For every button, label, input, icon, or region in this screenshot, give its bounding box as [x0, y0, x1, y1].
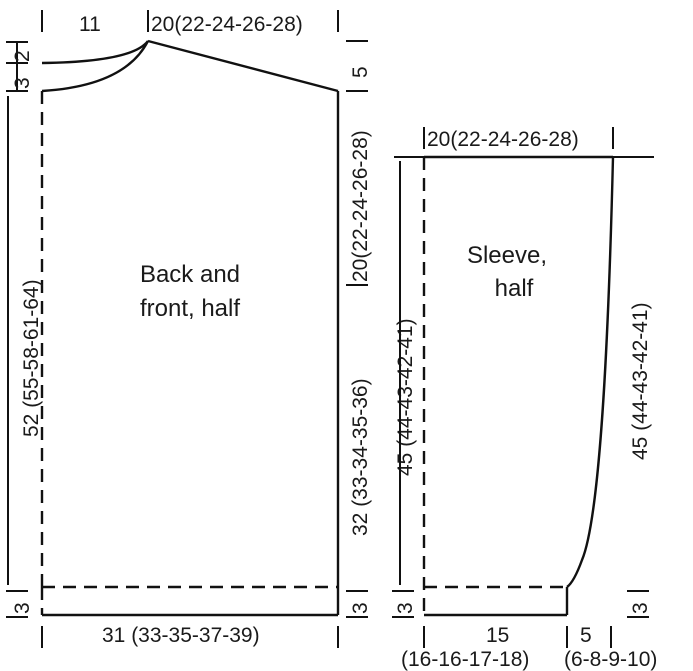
body-rib-right-label: 3	[349, 602, 372, 614]
side-length-label: 32 (33-34-35-36)	[349, 378, 372, 536]
shoulder-slope-label: 5	[349, 66, 372, 78]
armhole-depth-label: 20(22-24-26-28)	[349, 130, 372, 282]
sleeve-bottom-main-sizes-label: (16-16-17-18)	[401, 648, 529, 671]
top-left-width-label: 11	[79, 13, 101, 36]
neck-front-drop-label: 2	[11, 50, 34, 62]
body-title-line1: Back and	[140, 261, 240, 288]
shoulder-width-label: 20(22-24-26-28)	[151, 13, 303, 36]
sleeve-top-width-label: 20(22-24-26-28)	[427, 128, 579, 151]
sleeve-piece: 20(22-24-26-28) 45 (44-43-42-41) 45 (44-…	[392, 127, 657, 671]
sleeve-title-line2: half	[495, 275, 534, 302]
sleeve-rib-right-label: 3	[629, 602, 652, 614]
body-rib-left-label: 3	[11, 602, 34, 614]
sleeve-bottom-main-label: 15	[486, 624, 509, 647]
body-piece: 11 20(22-24-26-28) 3 2 52 (55-58-61-64) …	[6, 10, 372, 648]
sleeve-title-line1: Sleeve,	[467, 242, 547, 269]
front-neckline	[41, 40, 150, 93]
back-neckline	[41, 40, 149, 65]
sleeve-bottom-extra-label: 5	[580, 624, 592, 647]
body-shoulder-line	[147, 39, 339, 93]
sleeve-rib-left-label: 3	[394, 602, 417, 614]
sleeve-right-length-label: 45 (44-43-42-41)	[629, 302, 652, 460]
sleeve-left-length-label: 45 (44-43-42-41)	[394, 318, 417, 476]
sleeve-bottom-extra-sizes-label: (6-8-9-10)	[564, 648, 657, 671]
bottom-width-label: 31 (33-35-37-39)	[102, 624, 260, 647]
total-length-label: 52 (55-58-61-64)	[20, 279, 43, 437]
sleeve-right-edge	[566, 156, 615, 588]
body-title-line2: front, half	[140, 295, 240, 322]
neck-back-drop-label: 3	[11, 77, 34, 89]
